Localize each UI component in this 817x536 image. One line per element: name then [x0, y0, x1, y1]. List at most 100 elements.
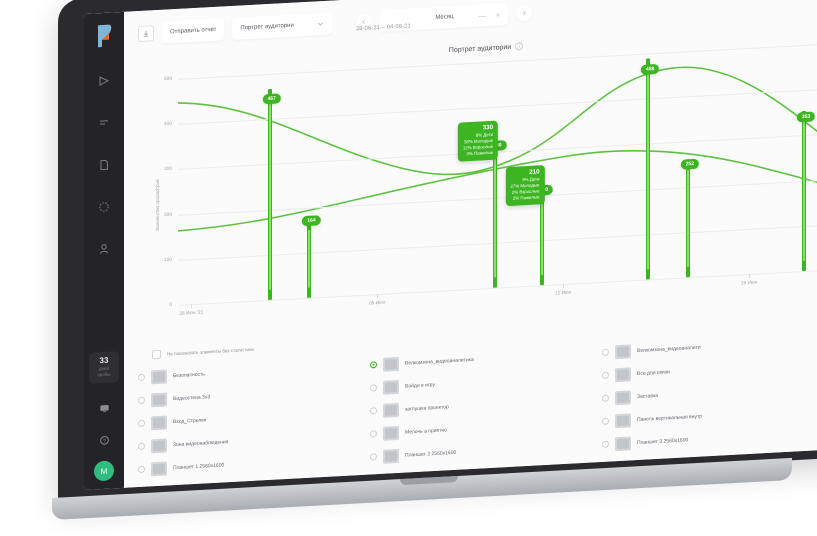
legend-column: Велкомзона_видеоаналити Все для связи Заст… [602, 328, 817, 456]
folder-icon [615, 366, 631, 382]
bar-value-badge: 353 [796, 111, 816, 123]
list-item-label: Планшет 1 2560х1600 [173, 461, 225, 471]
legend-radio[interactable] [138, 419, 145, 428]
list-item-label: Велкомзона_видеоаналитика [405, 356, 474, 367]
list-item-label: Безопасность [173, 370, 205, 379]
legend-column: Безопасность Видеостена 3х3 Вход_Стрелки Зо… [138, 354, 370, 482]
period-minus-button[interactable]: — [478, 10, 487, 21]
x-tick-label: 28 Июн '21 [179, 310, 204, 317]
legend-radio[interactable] [602, 371, 609, 379]
list-icon[interactable] [90, 108, 118, 138]
y-tick-label: 300 [163, 167, 172, 173]
legend-radio[interactable] [602, 417, 609, 425]
folder-icon [151, 438, 167, 453]
period-plus-button[interactable]: + [495, 9, 501, 20]
chart-tooltip: 330 8% Дети 38% Молодые 12% Взрослые 3% Пожи… [457, 120, 499, 162]
page-title: Портрет аудитории [448, 43, 512, 54]
logo-icon[interactable] [93, 22, 115, 49]
y-axis-labels: 0 100 200 300 400 500 [144, 76, 176, 308]
bar-value-badge: 164 [302, 215, 321, 227]
folder-icon [615, 435, 631, 451]
legend-radio[interactable] [138, 373, 145, 382]
svg-text:?: ? [103, 438, 106, 444]
y-tick-label: 200 [163, 212, 172, 218]
chart-bar[interactable] [267, 88, 272, 301]
dotted-circle-icon[interactable] [90, 192, 118, 222]
folder-icon [151, 415, 167, 430]
legend-radio[interactable] [138, 442, 145, 451]
prev-period-button[interactable] [356, 13, 373, 31]
folder-icon [383, 425, 399, 441]
folder-icon [383, 448, 399, 464]
play-icon[interactable] [90, 66, 118, 96]
chart-bar[interactable] [493, 138, 498, 288]
trial-badge[interactable]: 33 дней пробы [89, 351, 119, 384]
x-tick-label: 12 Июл [554, 290, 572, 297]
legend-radio[interactable] [602, 348, 609, 356]
x-tick [191, 304, 193, 309]
legend-radio[interactable] [138, 396, 145, 405]
info-icon[interactable]: i [515, 42, 524, 51]
download-icon[interactable] [138, 25, 154, 43]
chart-bar[interactable] [802, 111, 807, 272]
lower-curve [178, 150, 817, 232]
monitor-icon[interactable] [92, 396, 116, 419]
chart-bar[interactable] [685, 163, 690, 278]
trend-curves [178, 66, 817, 232]
list-item-label: Войди в игру [405, 381, 435, 390]
next-period-button[interactable] [516, 4, 533, 22]
legend-radio[interactable] [370, 407, 377, 415]
upper-curve [178, 66, 817, 176]
chart-bar[interactable] [307, 223, 312, 298]
chart-bar[interactable] [646, 58, 651, 280]
folder-icon [151, 392, 167, 407]
hide-empty-label: Не показывать элементы без статистики [167, 346, 254, 357]
x-tick [563, 283, 565, 289]
list-item-label: Все для связи [637, 368, 670, 377]
legend-radio[interactable] [602, 440, 609, 448]
laptop-screen: 33 дней пробы ? М [84, 0, 817, 491]
tooltip-row: 2% Пожилые [512, 194, 540, 201]
list-item-label: Заставка [637, 392, 659, 400]
bar-value-badge: 467 [262, 93, 281, 105]
list-item-label: Планшет 2 2560х1600 [405, 449, 457, 459]
list-item-label: Вход_Стрелки [173, 416, 207, 425]
period-stepper[interactable]: — + [479, 10, 501, 20]
hide-empty-checkbox[interactable] [152, 349, 161, 360]
y-tick-label: 500 [163, 76, 172, 83]
avatar[interactable]: М [94, 460, 114, 482]
legend-radio[interactable] [370, 430, 377, 438]
legend-radio[interactable] [370, 361, 377, 369]
list-item-label: Велкомзона_видеоаналити [637, 344, 701, 354]
bar-value-badge: 488 [640, 63, 660, 75]
laptop-mockup: 33 дней пробы ? М [52, 0, 817, 520]
chart-tooltip: 210 9% Дети 27% Молодые 2% Взрослые 2% Пожил… [505, 165, 545, 207]
send-report-button[interactable]: Отправить отчет [162, 18, 225, 44]
legend-radio[interactable] [138, 465, 145, 474]
toolbar: Отправить отчет Портрет аудитории [124, 0, 817, 58]
y-tick-label: 100 [163, 257, 172, 263]
x-tick-label: 19 Июл [740, 280, 758, 287]
x-tick [377, 294, 379, 299]
legend-column: Велкомзона_видеоаналитика Войди в игру заг… [370, 341, 602, 469]
report-type-select[interactable]: Портрет аудитории [232, 12, 333, 40]
folder-icon [151, 461, 167, 476]
help-icon[interactable]: ? [92, 428, 116, 451]
folder-icon [615, 343, 631, 359]
folder-icon [383, 379, 399, 395]
trial-label-line2: пробы [97, 371, 111, 378]
document-icon[interactable] [90, 150, 118, 180]
legend-radio[interactable] [602, 394, 609, 402]
list-item-label: Планшет 3 2560х1600 [637, 436, 689, 446]
list-item-label: заглушка проектор [405, 403, 449, 413]
legend-radio[interactable] [370, 453, 377, 461]
legend-radio[interactable] [370, 384, 377, 392]
chart: Количество просмотров 0 100 200 300 400 500 4… [130, 42, 817, 332]
folder-icon [383, 402, 399, 418]
tooltip-row: 3% Пожилые [466, 149, 494, 157]
main-content: Отправить отчет Портрет аудитории [124, 0, 817, 488]
person-icon[interactable] [90, 234, 118, 264]
x-tick [749, 273, 751, 278]
